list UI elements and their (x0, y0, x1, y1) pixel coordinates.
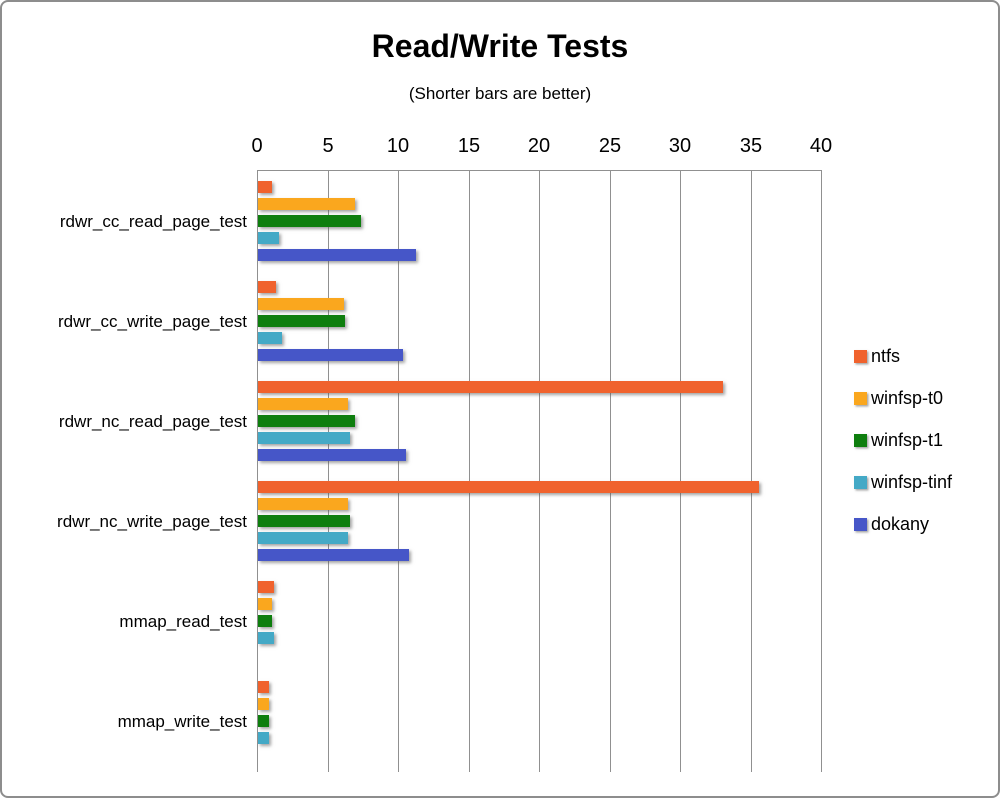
legend-item-winfsp-t1: winfsp-t1 (854, 430, 943, 450)
gridline-x-20 (539, 170, 540, 772)
gridline-x-15 (469, 170, 470, 772)
chart-title: Read/Write Tests (371, 28, 629, 64)
bar-rdwr_nc_write_page_test-ntfs (258, 481, 759, 493)
legend-label-winfsp-tinf: winfsp-tinf (871, 472, 953, 492)
bar-mmap_write_test-winfsp-t1 (258, 715, 269, 727)
legend-label-winfsp-t1: winfsp-t1 (871, 430, 944, 450)
legend-label-ntfs: ntfs (871, 346, 901, 366)
x-tick-label-5: 5 (322, 135, 334, 157)
category-label-rdwr_cc_write_page_test: rdwr_cc_write_page_test (58, 312, 247, 331)
bar-rdwr_cc_write_page_test-winfsp-t1 (258, 315, 345, 327)
bar-mmap_write_test-winfsp-t0 (258, 698, 269, 710)
bar-rdwr_cc_read_page_test-winfsp-tinf (258, 232, 279, 244)
legend-item-winfsp-t0: winfsp-t0 (854, 388, 943, 408)
category-label-mmap_write_test: mmap_write_test (117, 712, 247, 731)
category-label-rdwr_cc_read_page_test: rdwr_cc_read_page_test (59, 212, 247, 231)
gridline-x-35 (751, 170, 752, 772)
bar-rdwr_cc_read_page_test-winfsp-t0 (258, 198, 355, 210)
gridline-x-40 (821, 170, 822, 772)
x-tick-label-15: 15 (457, 135, 481, 157)
legend-swatch-winfsp-tinf (854, 476, 867, 489)
gridline-x-10 (398, 170, 399, 772)
x-tick-label-30: 30 (668, 135, 692, 157)
legend-item-ntfs: ntfs (854, 346, 900, 366)
bar-rdwr_nc_read_page_test-winfsp-t1 (258, 415, 355, 427)
legend-item-dokany: dokany (854, 514, 929, 534)
legend-swatch-winfsp-t0 (854, 392, 867, 405)
bar-rdwr_cc_read_page_test-dokany (258, 249, 416, 261)
bar-rdwr_nc_write_page_test-winfsp-t0 (258, 498, 348, 510)
legend-item-winfsp-tinf: winfsp-tinf (854, 472, 952, 492)
gridline-x-30 (680, 170, 681, 772)
bar-mmap_read_test-winfsp-tinf (258, 632, 274, 644)
bar-rdwr_cc_write_page_test-ntfs (258, 281, 276, 293)
chart-subtitle: (Shorter bars are better) (408, 84, 592, 103)
bar-mmap_write_test-ntfs (258, 681, 269, 693)
x-tick-label-35: 35 (739, 135, 763, 157)
bar-mmap_read_test-ntfs (258, 581, 274, 593)
legend-label-winfsp-t0: winfsp-t0 (871, 388, 944, 408)
bar-rdwr_cc_write_page_test-winfsp-tinf (258, 332, 282, 344)
x-tick-label-10: 10 (386, 135, 410, 157)
bar-rdwr_cc_read_page_test-winfsp-t1 (258, 215, 361, 227)
bar-mmap_read_test-winfsp-t0 (258, 598, 272, 610)
legend-swatch-dokany (854, 518, 867, 531)
bar-rdwr_nc_write_page_test-winfsp-t1 (258, 515, 350, 527)
x-tick-label-0: 0 (251, 135, 263, 157)
bar-rdwr_nc_read_page_test-ntfs (258, 381, 723, 393)
gridline-x-0 (257, 170, 258, 772)
legend-swatch-ntfs (854, 350, 867, 363)
bar-rdwr_cc_write_page_test-dokany (258, 349, 403, 361)
x-tick-label-20: 20 (527, 135, 551, 157)
bar-rdwr_cc_read_page_test-ntfs (258, 181, 272, 193)
bar-rdwr_nc_read_page_test-dokany (258, 449, 406, 461)
plot-area (257, 170, 822, 772)
legend-label-dokany: dokany (871, 514, 930, 534)
category-label-rdwr_nc_read_page_test: rdwr_nc_read_page_test (58, 412, 247, 431)
legend-swatch-winfsp-t1 (854, 434, 867, 447)
x-tick-label-40: 40 (809, 135, 833, 157)
bar-rdwr_cc_write_page_test-winfsp-t0 (258, 298, 344, 310)
bar-mmap_read_test-winfsp-t1 (258, 615, 272, 627)
bar-rdwr_nc_read_page_test-winfsp-tinf (258, 432, 350, 444)
x-tick-label-25: 25 (598, 135, 622, 157)
bar-mmap_write_test-winfsp-tinf (258, 732, 269, 744)
category-label-rdwr_nc_write_page_test: rdwr_nc_write_page_test (57, 512, 247, 531)
bar-rdwr_nc_read_page_test-winfsp-t0 (258, 398, 348, 410)
gridline-x-5 (328, 170, 329, 772)
bar-rdwr_nc_write_page_test-dokany (258, 549, 409, 561)
bar-rdwr_nc_write_page_test-winfsp-tinf (258, 532, 348, 544)
gridline-x-25 (610, 170, 611, 772)
category-label-mmap_read_test: mmap_read_test (119, 612, 247, 631)
